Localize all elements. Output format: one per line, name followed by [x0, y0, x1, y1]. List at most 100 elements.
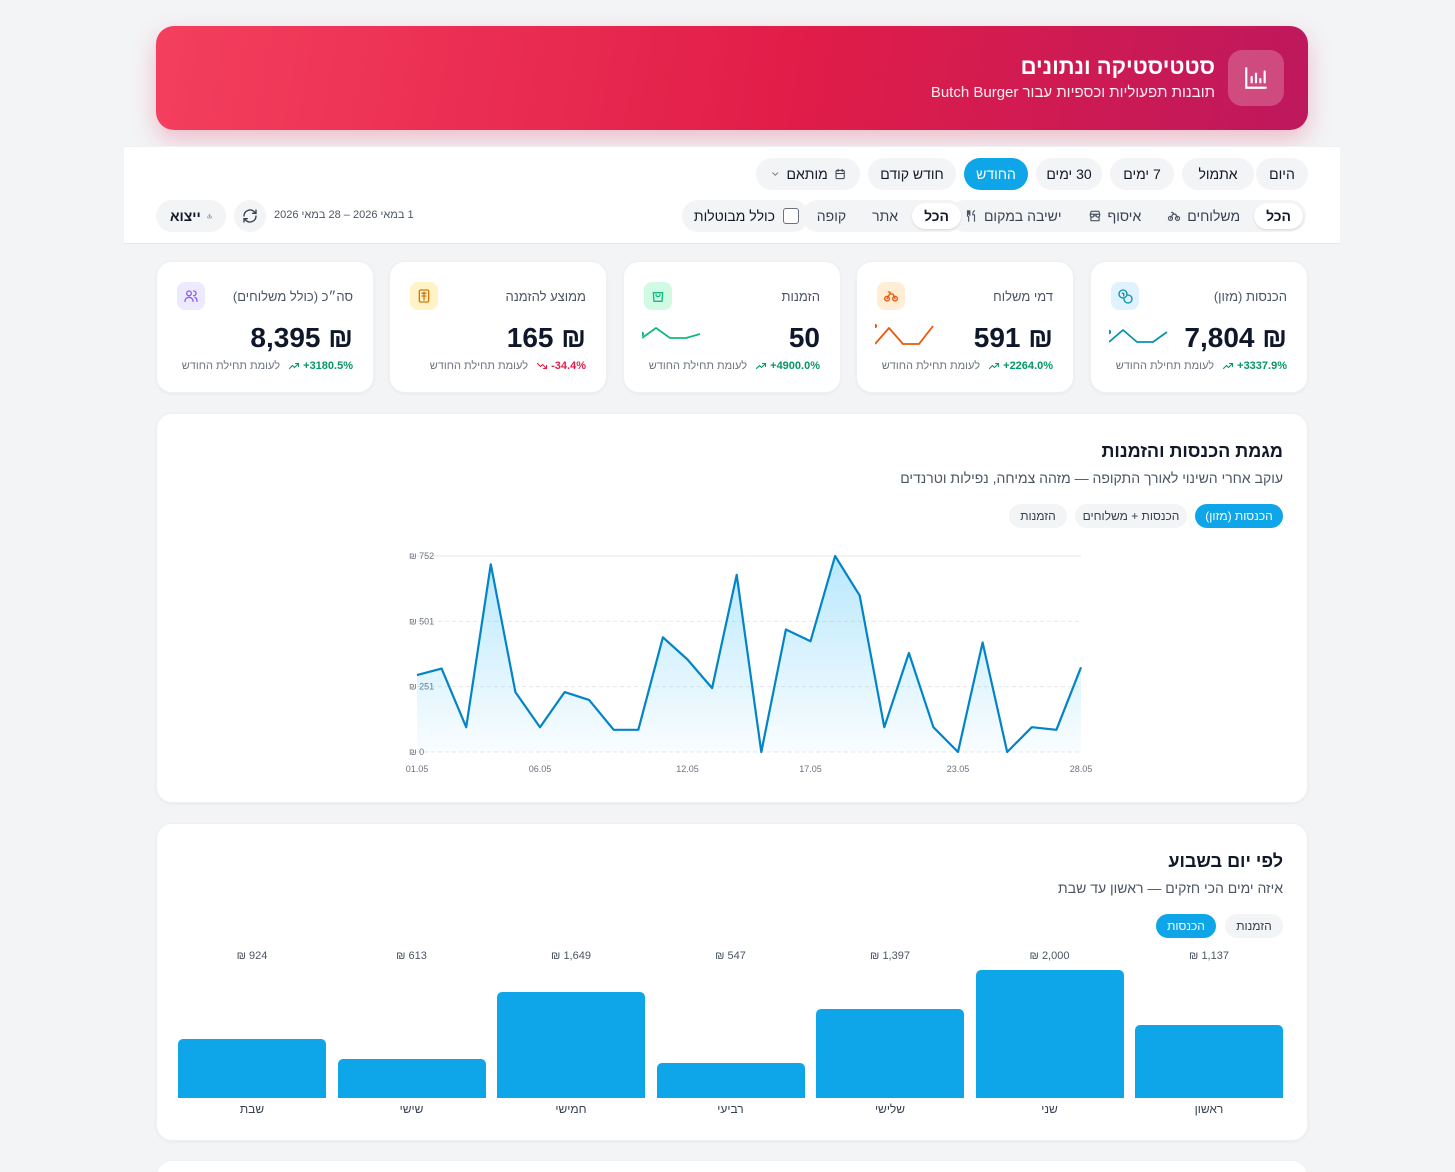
sparkline-dot [642, 331, 645, 337]
kpi-card: הזמנות 50 +4900.0% לעומת תחילת החודש [623, 261, 841, 393]
kpi-label: הזמנות [781, 289, 820, 304]
order-type-option[interactable]: איסוף [1076, 203, 1154, 229]
kpi-compare-label: לעומת תחילת החודש [181, 360, 281, 372]
kpi-value: 165 ₪ [506, 322, 586, 353]
series-line [416, 554, 1083, 754]
bar-category-label: שישי [399, 1102, 424, 1116]
x-tick-label: 17.05 [799, 764, 822, 774]
y-tick-label: 752 ₪ [409, 551, 434, 561]
shopping-bag-icon [652, 292, 664, 302]
area-fill [417, 556, 1081, 752]
period-chip[interactable]: 7 ימים [1110, 158, 1174, 190]
trend-card: מגמת הכנסות והזמנות עוקב אחרי השינוי לאו… [156, 413, 1308, 803]
weekday-card: לפי יום בשבוע איזה ימים הכי חזקים — ראשו… [156, 823, 1308, 1141]
bar-category-label: חמישי [555, 1102, 587, 1116]
kpi-label: סה״כ (כולל משלוחים) [232, 289, 353, 304]
kpi-delta-value: +3337.9% [1237, 360, 1287, 372]
kpi-value: 50 [788, 322, 820, 353]
order-type-label: איסוף [1107, 208, 1142, 224]
kpi-sparkline [875, 324, 934, 345]
bar-category-label: שלישי [874, 1102, 906, 1116]
source-option[interactable]: קופה [805, 203, 858, 229]
order-type-filter: הכל משלוחים איסוף ישיבה במקום [948, 200, 1306, 232]
weekday-bar[interactable] [816, 1008, 964, 1098]
kpi-compare-label: לעומת תחילת החודש [1115, 360, 1215, 372]
refresh-button[interactable] [234, 200, 266, 232]
weekday-bar-group: 613 ₪ [337, 950, 486, 1098]
include-cancelled-checkbox[interactable] [783, 208, 799, 224]
source-option[interactable]: אתר [860, 203, 910, 229]
period-chip[interactable]: חודש קודם [868, 158, 956, 190]
weekday-bar[interactable] [497, 992, 645, 1098]
utensils-icon [966, 210, 976, 222]
kpi-card: הכנסות (מזון) 7,804 ₪ +3337.9% לעומת תחילת … [1090, 261, 1308, 393]
trend-toggle[interactable]: הזמנות [1009, 504, 1067, 528]
period-chip[interactable]: 30 ימים [1036, 158, 1102, 190]
period-chip-label: מותאם [786, 166, 828, 182]
bar-value-label: 1,397 ₪ [870, 950, 910, 962]
trend-toggle[interactable]: הכנסות + משלוחים [1075, 504, 1187, 528]
order-type-label: משלוחים [1187, 208, 1241, 224]
export-label: ייצוא [170, 208, 201, 224]
trend-up-icon [756, 362, 767, 370]
store-icon [1089, 210, 1100, 222]
kpi-delta: +3180.5% [288, 360, 353, 372]
page-title: סטטיסטיקה ונתונים [1020, 54, 1215, 79]
period-chip[interactable]: אתמול [1182, 158, 1254, 190]
order-type-label: ישיבה במקום [983, 208, 1062, 224]
kpi-icon-badge [177, 282, 205, 310]
weekday-bar-group: 1,649 ₪ [497, 950, 645, 1098]
kpi-delta: +2264.0% [988, 360, 1053, 372]
bike-icon [884, 291, 898, 302]
source-option[interactable]: הכל [912, 203, 961, 229]
x-tick-label: 06.05 [529, 764, 552, 774]
period-chip-label: היום [1269, 166, 1295, 182]
x-tick-label: 23.05 [947, 764, 970, 774]
include-cancelled-label: כולל מבוטלות [693, 208, 775, 224]
kpi-delta: +4900.0% [755, 360, 820, 372]
receipt-icon [418, 289, 430, 303]
weekday-bar[interactable] [656, 1063, 805, 1098]
kpi-footer: +3337.9% לעומת תחילת החודש [1116, 360, 1287, 372]
kpi-delta: +3337.9% [1222, 360, 1287, 372]
order-type-option[interactable]: ישיבה במקום [952, 203, 1074, 229]
y-tick-label: 501 ₪ [409, 616, 434, 626]
period-chip[interactable]: מותאם [756, 158, 860, 190]
weekday-bar[interactable] [975, 970, 1124, 1098]
export-button[interactable]: ייצוא [156, 200, 226, 232]
bar-value-label: 613 ₪ [396, 950, 427, 962]
period-chip[interactable]: היום [1256, 158, 1308, 190]
page-header: סטטיסטיקה ונתונים תובנות תפעוליות וכספיו… [156, 26, 1308, 130]
sparkline-path [642, 327, 701, 339]
kpi-footer: +4900.0% לעומת תחילת החודש [649, 360, 820, 372]
weekday-title: לפי יום בשבוע [1168, 851, 1283, 871]
include-cancelled-toggle[interactable]: כולל מבוטלות [681, 200, 809, 232]
bar-category-label: ראשון [1194, 1102, 1224, 1116]
order-type-option[interactable]: הכל [1254, 203, 1303, 229]
period-chip[interactable]: החודש [964, 158, 1028, 190]
kpi-value: 7,804 ₪ [1184, 322, 1287, 353]
trend-toggle[interactable]: הכנסות (מזון) [1195, 504, 1283, 528]
kpi-icon-badge [1111, 282, 1139, 310]
bar-value-label: 547 ₪ [715, 950, 746, 962]
weekday-bar[interactable] [1135, 1025, 1283, 1098]
kpi-delta-value: +2264.0% [1003, 360, 1053, 372]
bar-value-label: 924 ₪ [236, 950, 268, 962]
date-range: 1 במאי 2026 – 28 במאי 2026 [274, 209, 414, 221]
weekday-bar-group: 1,137 ₪ [1135, 950, 1283, 1098]
kpi-delta-value: +4900.0% [770, 360, 820, 372]
download-icon [207, 213, 212, 219]
source-label: הכל [924, 208, 949, 224]
next-card [156, 1160, 1308, 1172]
kpi-icon-badge [644, 282, 672, 310]
kpi-sparkline [1109, 329, 1168, 343]
order-type-option[interactable]: משלוחים [1155, 203, 1252, 229]
weekday-bar[interactable] [337, 1058, 486, 1098]
weekday-toggle[interactable]: הזמנות [1225, 914, 1283, 938]
kpi-footer: -34.4% לעומת תחילת החודש [430, 360, 586, 372]
period-chip-label: אתמול [1198, 166, 1238, 182]
weekday-toggle[interactable]: הכנסות [1156, 914, 1216, 938]
weekday-bar[interactable] [178, 1038, 326, 1098]
kpi-compare-label: לעומת תחילת החודש [648, 360, 748, 372]
bar-value-label: 2,000 ₪ [1029, 950, 1070, 962]
